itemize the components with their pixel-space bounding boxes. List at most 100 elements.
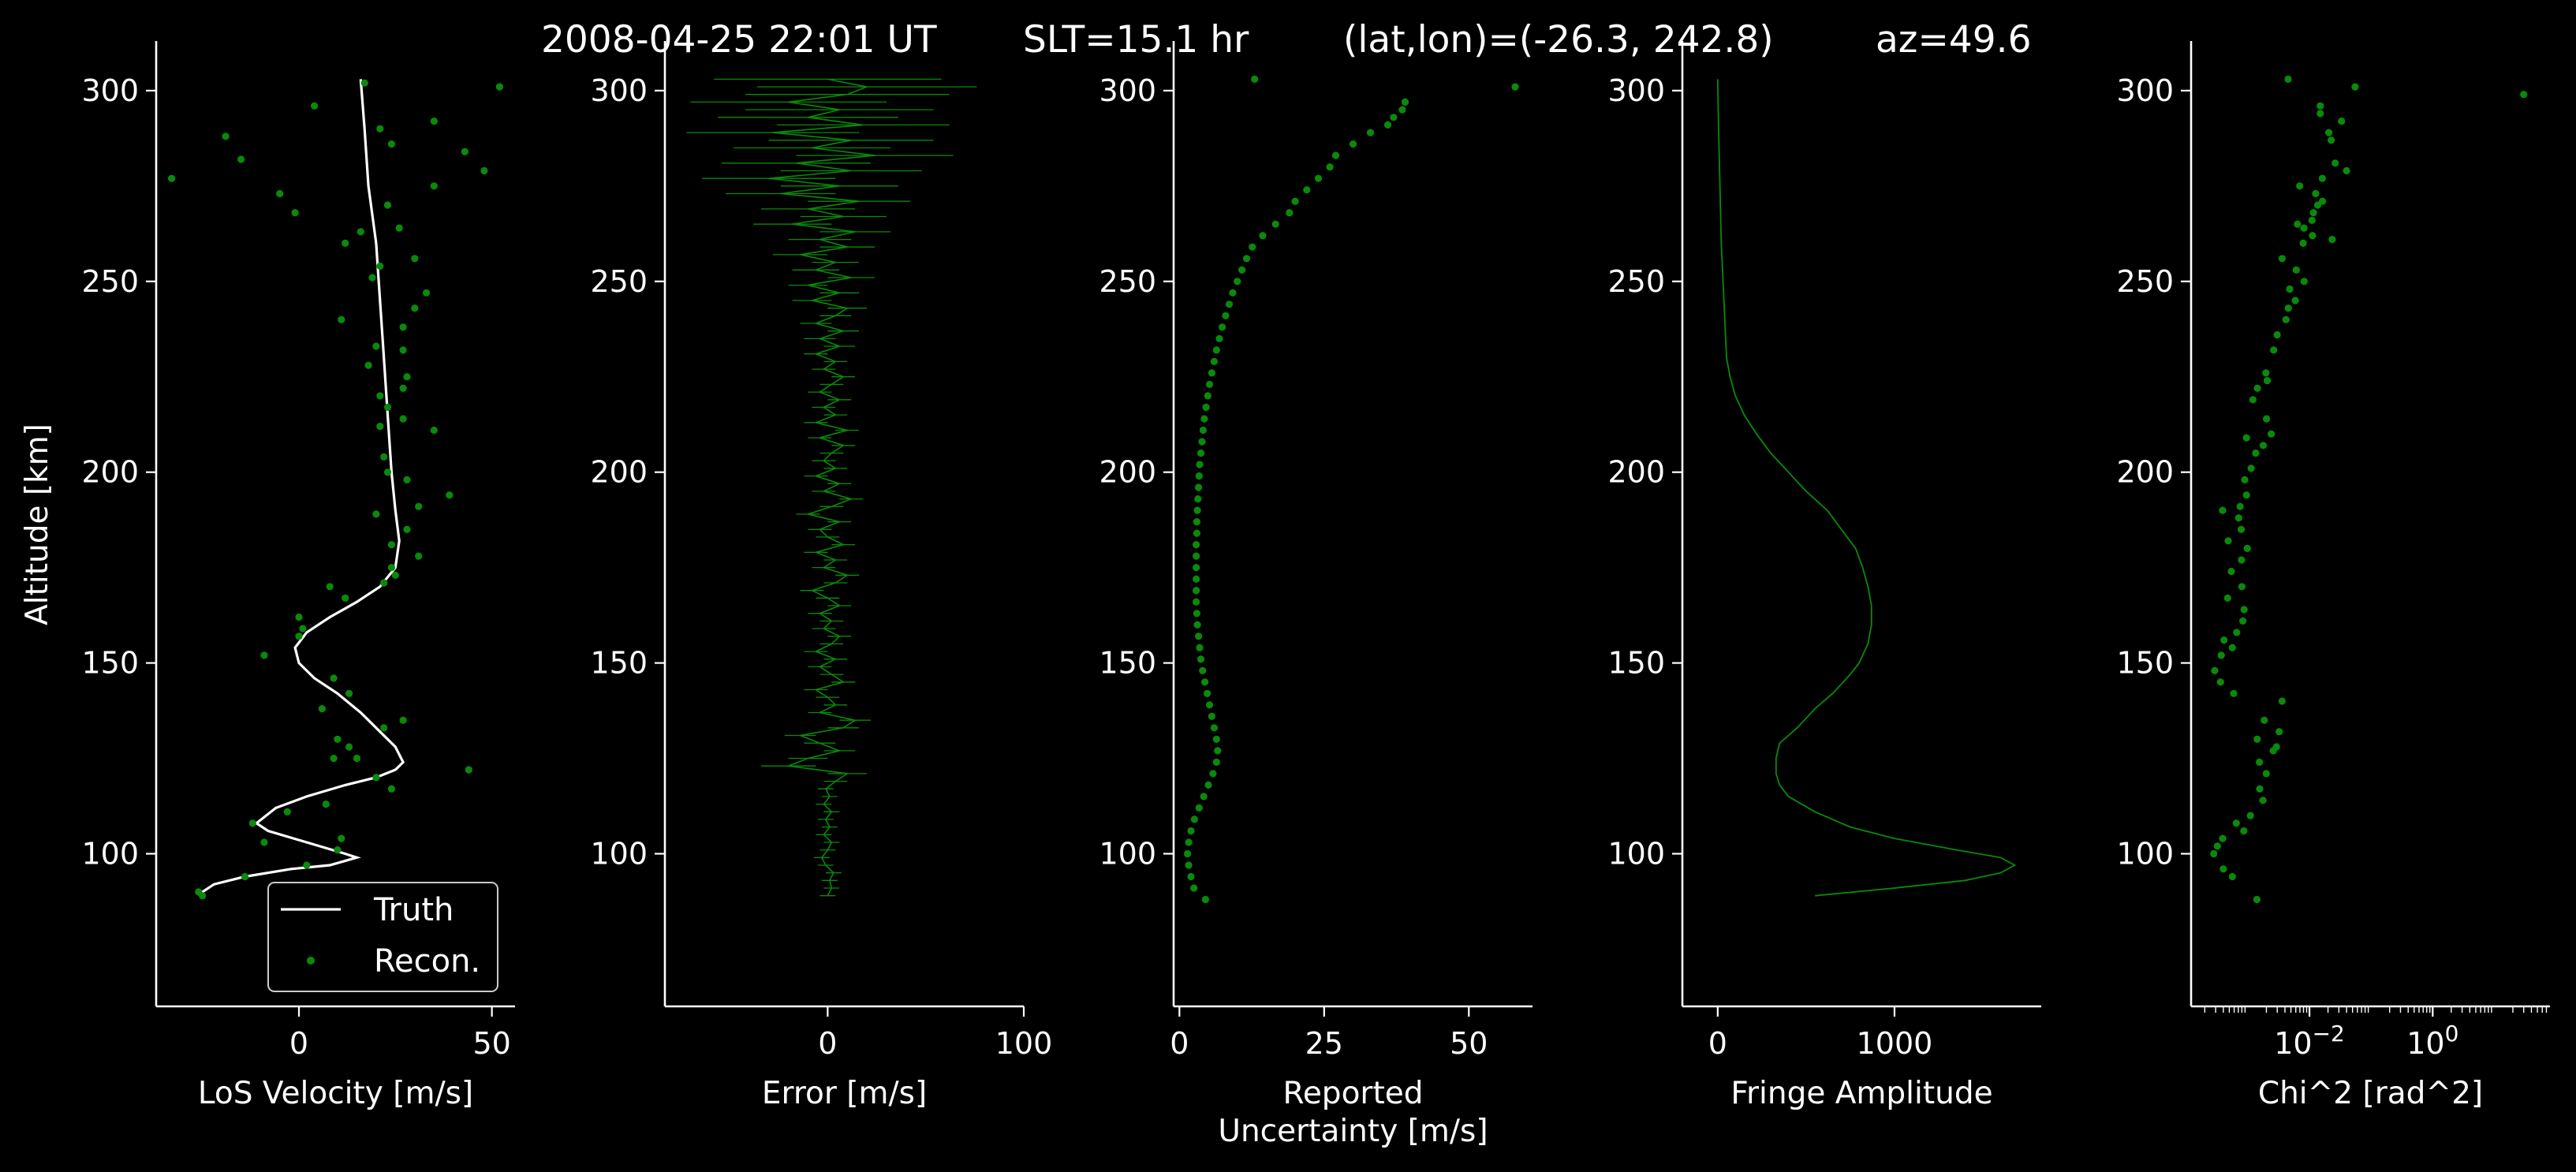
data-point <box>1184 849 1192 858</box>
series-data-1 <box>1184 75 1519 904</box>
data-point <box>2238 583 2246 591</box>
data-point <box>1238 266 1246 274</box>
data-point <box>399 384 407 392</box>
data-point <box>1195 633 1203 640</box>
data-point <box>399 716 407 724</box>
data-point <box>2278 255 2286 263</box>
legend: Truth Recon. <box>267 882 498 992</box>
x-tick-label: 50 <box>472 1026 510 1061</box>
x-tick-label: 100 <box>995 1026 1053 1061</box>
data-point <box>376 423 384 431</box>
data-point <box>461 147 469 155</box>
title-slt: SLT=15.1 hr <box>1023 18 1249 62</box>
data-point <box>2236 502 2244 510</box>
data-point <box>387 140 395 148</box>
data-point <box>303 861 311 869</box>
data-point <box>1251 75 1259 83</box>
series-recon- <box>168 79 504 900</box>
data-point <box>1210 357 1218 365</box>
data-point <box>403 373 411 381</box>
x-tick-label: 50 <box>1450 1026 1488 1061</box>
data-point <box>1209 770 1217 778</box>
data-point <box>1187 827 1195 835</box>
data-point <box>465 766 472 774</box>
data-point <box>1193 541 1200 549</box>
data-point <box>403 525 411 533</box>
data-point <box>1190 884 1198 892</box>
data-point <box>2262 770 2270 778</box>
x-axis-label: Reported <box>1282 1076 1423 1111</box>
data-point <box>2328 136 2335 144</box>
data-point <box>2216 678 2224 686</box>
data-point <box>1271 220 1279 228</box>
data-point <box>342 594 349 602</box>
data-point <box>1398 106 1406 114</box>
data-point <box>357 228 364 236</box>
data-point <box>2294 220 2302 228</box>
data-point <box>260 651 268 659</box>
data-point <box>2249 396 2257 404</box>
data-point <box>395 224 403 232</box>
data-point <box>338 834 345 842</box>
y-tick-label: 100 <box>81 836 139 871</box>
data-point <box>2213 842 2221 850</box>
data-point <box>295 633 303 640</box>
data-point <box>1197 655 1205 663</box>
y-tick-label: 300 <box>590 73 648 108</box>
series-data-1 <box>2210 75 2528 904</box>
data-point <box>2223 594 2231 602</box>
data-point <box>387 785 395 793</box>
data-point <box>1314 174 1323 182</box>
data-point <box>391 571 399 579</box>
title-timestamp: 2008-04-25 22:01 UT <box>541 18 937 62</box>
data-point <box>1242 255 1251 263</box>
legend-recon-swatch <box>307 957 315 965</box>
data-point <box>1193 552 1200 560</box>
data-point <box>1222 312 1230 319</box>
data-point <box>383 201 392 209</box>
y-tick-label: 300 <box>1099 73 1156 108</box>
data-point <box>1219 323 1226 331</box>
data-point <box>376 125 384 133</box>
series-line <box>197 79 405 897</box>
panel-5: 100 150 200 250 300 10−2 100 Chi^2 [rad^2] <box>2116 41 2550 1111</box>
panel-3: 100 150 200 250 300 0 25 50 ReportedUncertainty … <box>1099 41 1533 1149</box>
data-point <box>2299 239 2307 247</box>
data-point <box>2233 629 2241 636</box>
data-point <box>353 754 360 763</box>
data-point <box>2240 827 2248 835</box>
data-point <box>399 346 407 354</box>
data-point <box>1249 243 1256 251</box>
data-point <box>430 182 438 190</box>
data-point <box>2219 834 2227 842</box>
data-point <box>334 846 342 854</box>
data-point <box>1199 426 1207 435</box>
data-point <box>2312 189 2320 198</box>
data-point <box>368 274 376 282</box>
data-point <box>2300 278 2308 286</box>
data-point <box>326 583 334 591</box>
data-point <box>1204 392 1211 400</box>
data-point <box>1196 644 1204 651</box>
y-tick-label: 150 <box>1607 646 1665 681</box>
data-point <box>237 155 245 163</box>
data-point <box>1205 380 1214 388</box>
y-tick-label: 200 <box>590 455 648 490</box>
data-point <box>322 801 330 808</box>
data-point <box>411 255 419 263</box>
data-point <box>2227 567 2235 576</box>
x-axis-label: LoS Velocity [m/s] <box>198 1076 473 1111</box>
data-point <box>2252 449 2260 457</box>
x-tick-label: 1000 <box>1857 1026 1933 1061</box>
data-point <box>415 502 423 510</box>
data-point <box>2239 617 2247 625</box>
data-point <box>1193 575 1200 583</box>
data-point <box>1349 140 1357 148</box>
data-point <box>2325 129 2333 136</box>
data-point <box>2286 285 2294 293</box>
data-point <box>430 118 438 125</box>
data-point <box>2351 83 2359 91</box>
data-point <box>1193 587 1200 595</box>
data-point <box>2224 537 2232 545</box>
